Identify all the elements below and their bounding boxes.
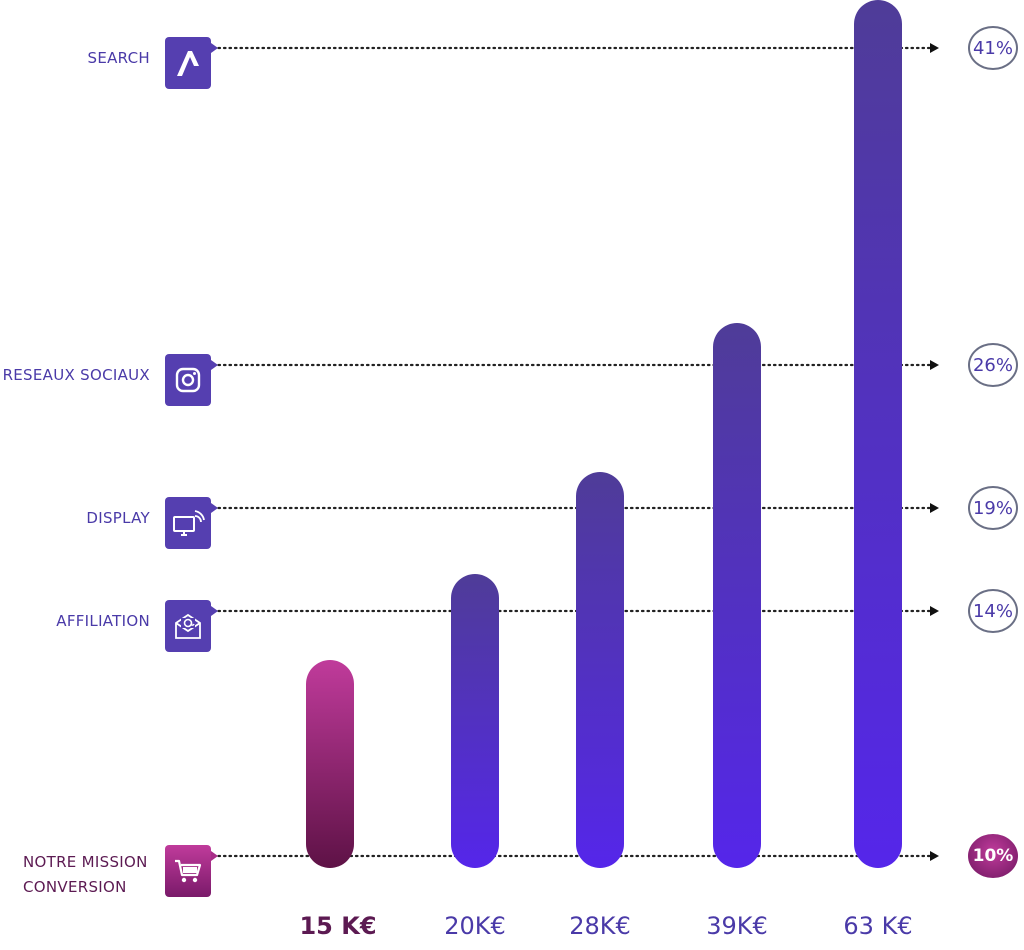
arrow-head [930,503,939,513]
bar-value-label: 39K€ [706,912,768,940]
percentage-badge: 41% [968,26,1018,70]
display-screen-icon [171,508,205,538]
category-label-line: NOTRE MISSION [23,853,148,871]
instagram-icon [174,366,202,394]
search-ads-icon-box [165,37,218,89]
percentage-badge: 14% [968,589,1018,633]
category-label-line: RESEAUX SOCIAUX [2,365,150,384]
bar [306,660,354,868]
search-ads-icon [174,48,202,78]
category-label-line: DISPLAY [86,508,150,527]
category-label: AFFILIATION [56,609,150,634]
percentage-badge: 10% [968,834,1018,878]
category-label: NOTRE MISSION CONVERSION [23,850,148,900]
bar [576,472,624,868]
arrow-head [930,43,939,53]
category-label-line: CONVERSION [23,878,127,896]
percentage-badge: 26% [968,343,1018,387]
category-label: SEARCH [88,46,151,71]
bar-value-label: 63 K€ [843,912,913,940]
arrow-head [930,606,939,616]
instagram-icon-box [165,354,218,406]
email-at-icon-box [165,600,218,652]
email-at-icon [173,611,203,641]
bar-value-label: 15 K€ [299,912,377,940]
arrow-head [930,360,939,370]
bar [713,323,761,868]
bar-value-label: 28K€ [569,912,631,940]
category-label-line: SEARCH [87,48,150,67]
category-label-line: AFFILIATION [56,611,150,630]
category-label: DISPLAY [86,506,150,531]
display-screen-icon-box [165,497,218,549]
bar [451,574,499,868]
bar [854,0,902,868]
bar-value-label: 20K€ [444,912,506,940]
shopping-cart-icon-box [165,845,218,897]
category-label: RESEAUX SOCIAUX [3,363,150,388]
shopping-cart-icon [173,856,203,886]
percentage-badge: 19% [968,486,1018,530]
arrow-head [930,851,939,861]
